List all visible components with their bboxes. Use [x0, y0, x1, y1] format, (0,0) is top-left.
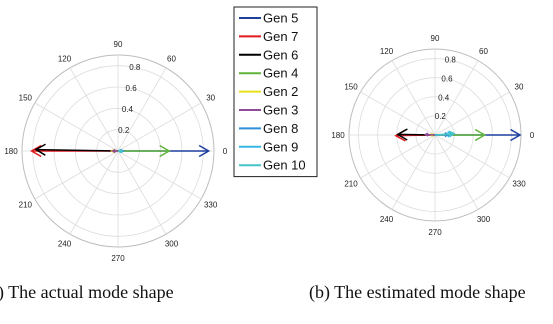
arrow-head: [159, 144, 171, 158]
radial-tick-label: 0.8: [129, 63, 141, 72]
radial-tick-label: 0.2: [435, 112, 447, 121]
caption-actual: (a) The actual mode shape: [0, 282, 174, 302]
legend-label: Gen 10: [263, 158, 306, 173]
arrow-shaft: [35, 148, 119, 152]
angle-tick-label: 150: [19, 94, 33, 103]
radial-tick-label: 0.8: [445, 56, 457, 65]
legend-label: Gen 9: [263, 139, 298, 154]
arrow-gen-4: [118, 144, 171, 158]
arrow-head: [34, 143, 46, 156]
legend-label: Gen 6: [263, 47, 298, 62]
grid-spoke: [391, 134, 436, 210]
angle-tick-label: 240: [380, 215, 394, 224]
grid-spoke: [117, 150, 167, 235]
radial-tick-label: 0.2: [118, 126, 130, 135]
angle-tick-label: 300: [477, 215, 491, 224]
arrow-gen-10: [118, 148, 124, 154]
legend-label: Gen 2: [263, 84, 298, 99]
angle-tick-label: 30: [515, 83, 524, 92]
grid-spoke: [34, 150, 119, 200]
grid-spoke: [117, 150, 202, 200]
arrow-gen-3: [111, 148, 118, 154]
arrow-head: [474, 128, 487, 142]
radial-tick-label: 0.4: [438, 93, 450, 102]
legend-label: Gen 7: [263, 29, 298, 44]
arrow-gen-3: [423, 132, 436, 137]
arrow-head: [510, 128, 522, 142]
angle-tick-label: 0: [223, 147, 228, 156]
angle-tick-label: 150: [344, 83, 358, 92]
angle-tick-label: 180: [4, 147, 18, 156]
radial-tick-label: 0.4: [122, 105, 134, 114]
arrow-head: [119, 148, 124, 154]
angle-tick-label: 270: [428, 228, 442, 237]
angle-tick-label: 270: [111, 254, 125, 263]
grid-spoke: [360, 91, 436, 136]
grid-spoke: [434, 91, 510, 136]
arrow-gen-6: [34, 143, 119, 156]
grid-spoke: [434, 60, 479, 136]
angle-tick-label: 240: [58, 240, 72, 249]
polar-plot-estimated: 0 30 60 90 120 150 180 210 240 270 300 330 0.2 0.4 0.6…: [331, 34, 534, 237]
arrow-gen-10: [434, 130, 456, 138]
grid-spoke: [34, 102, 119, 152]
angle-tick-label: 0: [530, 131, 535, 140]
grid-spoke: [391, 60, 436, 136]
legend-label: Gen 8: [263, 121, 298, 136]
arrow-shaft: [425, 133, 436, 136]
angle-tick-label: 60: [167, 54, 176, 63]
arrow-head: [198, 144, 211, 158]
angle-tick-label: 60: [479, 47, 488, 56]
grid-spoke: [117, 102, 202, 152]
legend: Gen 5 Gen 7 Gen 6 Gen 4 Gen 2 Gen 3 Gen 8 Gen 9…: [233, 6, 318, 178]
angle-tick-label: 330: [204, 201, 218, 210]
radial-tick-label: 0.6: [126, 84, 138, 93]
arrow-head: [396, 128, 408, 141]
grid-spoke: [69, 67, 119, 152]
arrow-head: [111, 148, 116, 154]
angle-tick-label: 300: [165, 240, 179, 249]
arrow-head: [30, 144, 42, 158]
angle-tick-label: 120: [58, 54, 72, 63]
angle-tick-label: 210: [19, 201, 33, 210]
arrow-shaft: [434, 132, 455, 136]
angle-tick-label: 180: [331, 131, 345, 140]
angle-tick-label: 120: [380, 47, 394, 56]
polar-plot-actual: 0 30 60 90 120 150 180 210 240 270 300 330 0.2 0.4 0.6…: [4, 40, 227, 263]
grid-spoke: [434, 134, 510, 179]
grid-spoke: [434, 134, 479, 210]
caption-estimated: (b) The estimated mode shape: [309, 282, 526, 302]
angle-tick-label: 30: [206, 94, 215, 103]
legend-label: Gen 3: [263, 103, 298, 118]
grid-spoke: [69, 150, 119, 235]
grid-spoke: [360, 134, 436, 179]
radial-tick-label: 0.6: [441, 75, 453, 84]
angle-tick-label: 210: [344, 180, 358, 189]
angle-tick-label: 330: [512, 180, 526, 189]
angle-tick-label: 90: [114, 40, 123, 49]
arrow-head: [448, 130, 456, 138]
angle-tick-label: 90: [431, 34, 440, 43]
grid-spoke: [117, 67, 167, 152]
legend-label: Gen 5: [263, 11, 298, 26]
arrow-head: [423, 132, 429, 137]
legend-label: Gen 4: [263, 66, 298, 81]
